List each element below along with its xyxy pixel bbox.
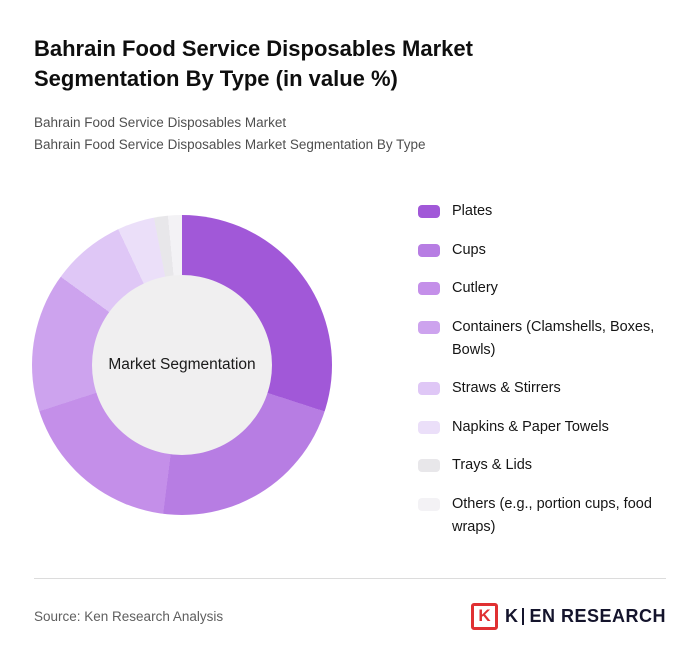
donut-center: Market Segmentation xyxy=(92,275,272,455)
logo-wordmark-rest: EN RESEARCH xyxy=(529,605,666,626)
donut-center-label: Market Segmentation xyxy=(108,356,256,373)
legend-item: Containers (Clamshells, Boxes, Bowls) xyxy=(418,316,676,362)
legend-label: Plates xyxy=(452,203,493,219)
legend-swatch xyxy=(418,320,440,334)
subtitle-line-1: Bahrain Food Service Disposables Market xyxy=(34,115,287,130)
legend-item: Plates xyxy=(418,200,676,223)
legend-label: Straws & Stirrers xyxy=(452,380,561,396)
logo-divider-bar xyxy=(522,607,525,625)
legend-label: Trays & Lids xyxy=(452,457,533,473)
legend-item: Cutlery xyxy=(418,277,676,300)
legend-swatch xyxy=(418,420,440,434)
legend-label: Cutlery xyxy=(452,280,498,296)
legend-label: Napkins & Paper Towels xyxy=(452,418,609,435)
legend-swatch xyxy=(418,282,440,295)
legend-label: Containers (Clamshells, Boxes, Bowls) xyxy=(452,318,655,358)
donut-chart: Market Segmentation xyxy=(32,215,332,515)
legend-swatch xyxy=(418,497,440,511)
legend-swatch xyxy=(418,382,440,395)
legend-swatch xyxy=(418,243,440,257)
logo-wordmark-first-letter: K xyxy=(504,605,519,626)
subtitle-line-2: Bahrain Food Service Disposables Market … xyxy=(34,137,426,152)
legend-swatch xyxy=(418,459,440,472)
ken-research-logo: K K EN RESEARCH xyxy=(470,602,666,630)
legend-label: Others (e.g., portion cups, food wraps) xyxy=(452,495,652,535)
legend-item: Others (e.g., portion cups, food wraps) xyxy=(418,493,676,539)
logo-k-mark-icon: K xyxy=(470,602,498,630)
legend-label: Cups xyxy=(452,241,486,258)
legend-swatch xyxy=(418,205,440,218)
legend-item: Straws & Stirrers xyxy=(418,377,676,400)
subtitle-block: Bahrain Food Service Disposables Market … xyxy=(34,112,425,156)
logo-wordmark: K EN RESEARCH xyxy=(505,606,666,627)
chart-area: Market Segmentation Plates Cups Cutlery Con… xyxy=(0,190,700,550)
legend: Plates Cups Cutlery Containers (Clamshells,… xyxy=(418,200,676,554)
legend-item: Cups xyxy=(418,239,676,262)
legend-item: Napkins & Paper Towels xyxy=(418,416,676,439)
legend-item: Trays & Lids xyxy=(418,454,676,477)
footer-divider xyxy=(34,578,666,579)
donut-chart-wrap: Market Segmentation xyxy=(32,215,332,515)
page-title: Bahrain Food Service Disposables Market … xyxy=(34,36,473,91)
source-text: Source: Ken Research Analysis xyxy=(34,608,224,624)
footer: Source: Ken Research Analysis K K EN RES… xyxy=(34,596,666,636)
